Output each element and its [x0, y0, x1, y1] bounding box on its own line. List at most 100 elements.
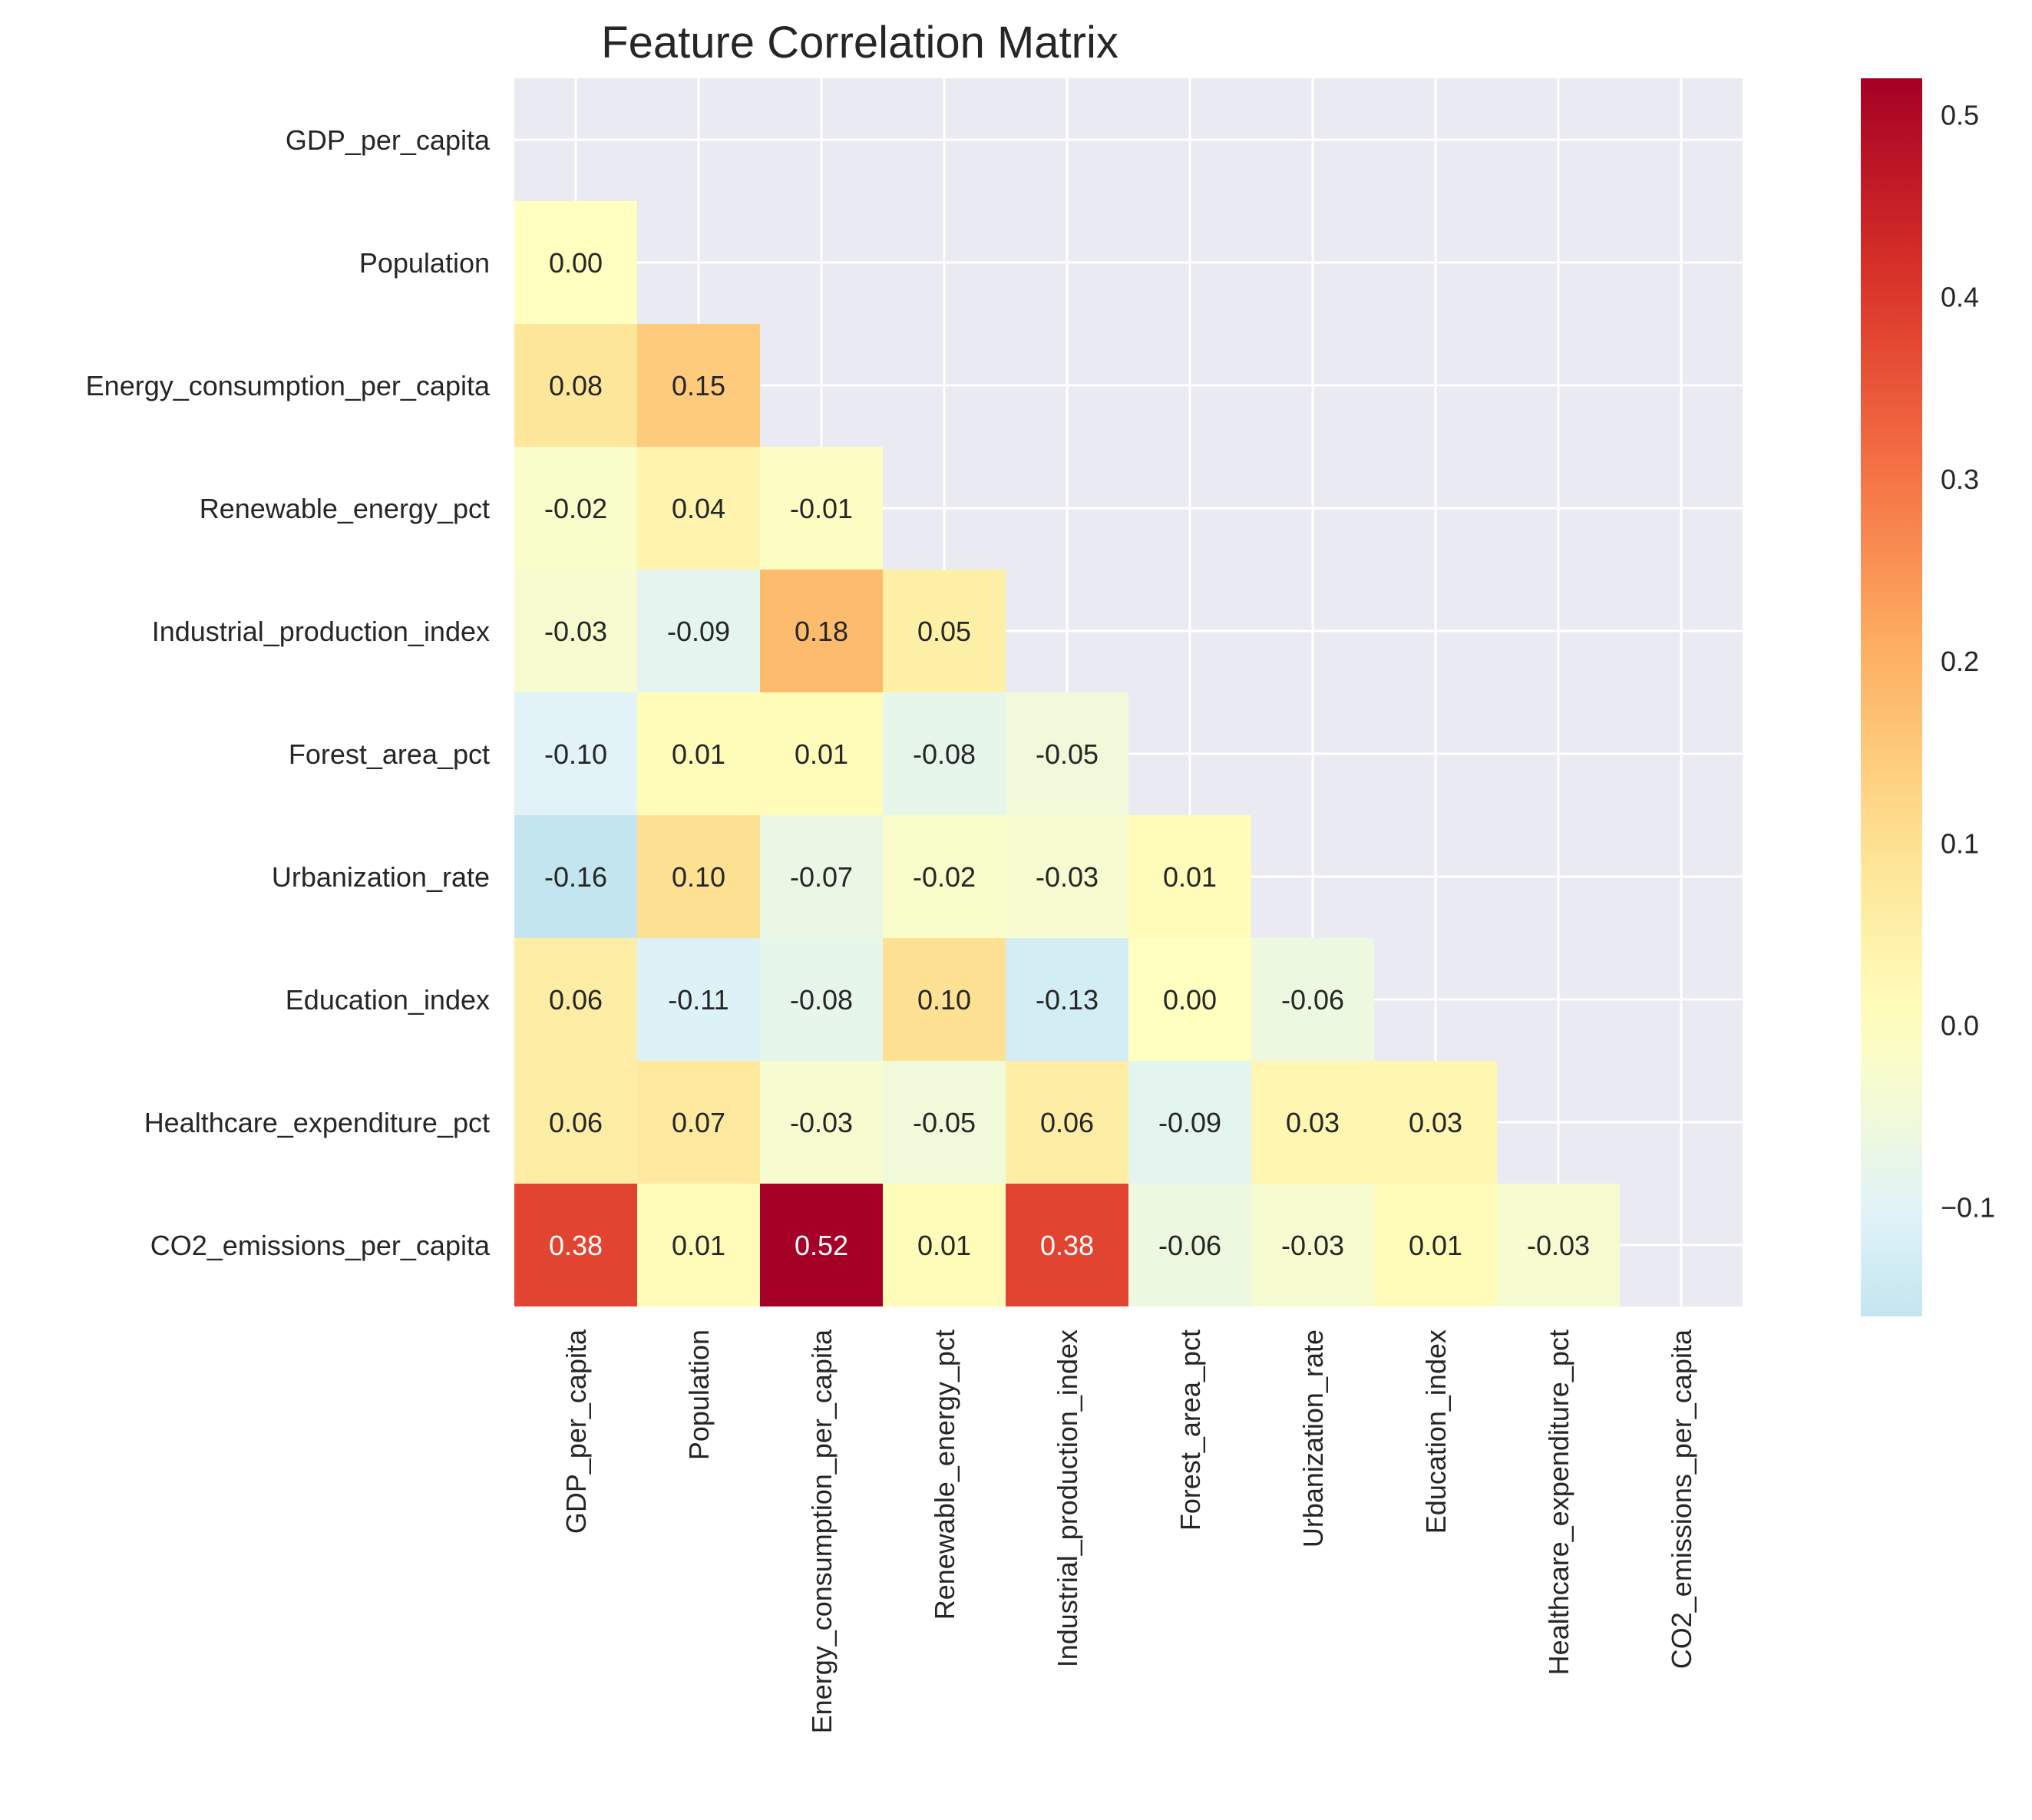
cell-value-label: -0.16 [544, 861, 607, 893]
heatmap-cell [760, 570, 883, 692]
heatmap-cell [883, 938, 1006, 1061]
heatmap-cell [760, 1061, 883, 1184]
x-tick-label: Education_index [1420, 1329, 1452, 1534]
x-tick-label: Population [683, 1329, 715, 1460]
heatmap-cell [1251, 1061, 1374, 1184]
heatmap-cell [1006, 938, 1128, 1061]
colorbar-tick-label: 0.3 [1941, 464, 1979, 495]
cell-value-label: -0.13 [1036, 984, 1099, 1016]
heatmap-cell [514, 938, 637, 1061]
colorbar [1861, 78, 1922, 1316]
heatmap-cell [1006, 1184, 1128, 1306]
heatmap-cell [637, 815, 760, 938]
y-tick-label: Energy_consumption_per_capita [86, 370, 491, 401]
cell-value-label: 0.01 [795, 738, 848, 770]
heatmap-cell [883, 1061, 1006, 1184]
y-tick-label: Forest_area_pct [289, 738, 490, 770]
y-tick-label: Healthcare_expenditure_pct [144, 1107, 490, 1138]
cell-value-label: -0.07 [790, 861, 853, 893]
y-tick-label: Population [359, 247, 490, 279]
y-tick-label: CO2_emissions_per_capita [150, 1230, 491, 1261]
cell-value-label: -0.02 [913, 861, 976, 893]
cell-value-label: 0.01 [672, 1230, 725, 1261]
heatmap-cell [760, 815, 883, 938]
cell-value-label: 0.01 [917, 1230, 971, 1261]
heatmap-cell [1251, 1184, 1374, 1306]
y-tick-label: Industrial_production_index [152, 616, 490, 647]
cell-value-label: 0.38 [549, 1230, 603, 1261]
cell-value-label: -0.06 [1281, 984, 1344, 1016]
heatmap-cell [637, 324, 760, 447]
heatmap-cell [637, 938, 760, 1061]
heatmap-cell [883, 692, 1006, 815]
colorbar-ticks: 0.5 0.4 0.3 0.2 0.1 0.0 −0.1 [1941, 99, 1995, 1223]
heatmap-cells: 0.00 0.08 0.15 -0.02 0.04 -0.01 -0.03 -0.09 0.18… [514, 201, 1620, 1306]
colorbar-tick-label: 0.5 [1941, 99, 1979, 130]
heatmap-cell [514, 324, 637, 447]
cell-value-label: 0.38 [1040, 1230, 1094, 1261]
heatmap-cell [637, 692, 760, 815]
cell-value-label: -0.08 [790, 984, 853, 1016]
heatmap-cell [637, 1184, 760, 1306]
cell-value-label: 0.00 [1163, 984, 1217, 1016]
cell-value-label: -0.05 [1036, 738, 1099, 770]
cell-value-label: -0.11 [668, 984, 729, 1016]
heatmap-cell [883, 570, 1006, 692]
heatmap-cell [1374, 1184, 1497, 1306]
heatmap-cell [883, 815, 1006, 938]
heatmap-cell [760, 1184, 883, 1306]
cell-value-label: 0.01 [1163, 861, 1217, 893]
cell-value-label: -0.02 [544, 493, 607, 524]
cell-value-label: -0.03 [1527, 1230, 1590, 1261]
cell-value-label: 0.03 [1409, 1107, 1462, 1138]
cell-value-label: 0.08 [549, 370, 603, 401]
x-tick-label: CO2_emissions_per_capita [1666, 1329, 1697, 1669]
cell-value-label: 0.05 [917, 616, 971, 647]
cell-value-label: -0.09 [667, 616, 730, 647]
cell-value-label: 0.18 [795, 616, 848, 647]
heatmap-cell [514, 447, 637, 570]
heatmap-cell [1374, 1061, 1497, 1184]
heatmap-cell [760, 447, 883, 570]
cell-value-label: -0.10 [544, 738, 607, 770]
heatmap-cell [1128, 1061, 1251, 1184]
cell-value-label: -0.03 [1036, 861, 1099, 893]
x-tick-label: Healthcare_expenditure_pct [1543, 1329, 1574, 1675]
heatmap-cell [1497, 1184, 1620, 1306]
cell-value-label: 0.03 [1286, 1107, 1340, 1138]
heatmap-cell [760, 938, 883, 1061]
heatmap-cell [514, 1184, 637, 1306]
cell-value-label: -0.09 [1158, 1107, 1221, 1138]
cell-value-label: -0.06 [1158, 1230, 1221, 1261]
heatmap-cell [637, 570, 760, 692]
heatmap-cell [514, 815, 637, 938]
colorbar-tick-label: −0.1 [1941, 1192, 1995, 1224]
cell-value-label: -0.01 [790, 493, 853, 524]
y-tick-label: GDP_per_capita [286, 124, 491, 156]
cell-value-label: 0.01 [1409, 1230, 1462, 1261]
x-tick-label: Urbanization_rate [1297, 1329, 1329, 1547]
x-tick-label: Forest_area_pct [1175, 1329, 1206, 1531]
heatmap-cell [883, 1184, 1006, 1306]
heatmap-cell [514, 201, 637, 324]
heatmap-cell [637, 447, 760, 570]
cell-value-label: 0.07 [672, 1107, 725, 1138]
y-tick-label: Education_index [286, 984, 490, 1016]
heatmap-cell [760, 692, 883, 815]
y-tick-label: Urbanization_rate [272, 861, 490, 893]
heatmap-cell [514, 1061, 637, 1184]
heatmap-cell [1006, 692, 1128, 815]
x-tick-label: Industrial_production_index [1052, 1329, 1083, 1667]
heatmap-cell [1128, 815, 1251, 938]
cell-value-label: -0.03 [790, 1107, 853, 1138]
cell-value-label: -0.03 [544, 616, 607, 647]
colorbar-tick-label: 0.1 [1941, 827, 1979, 859]
cell-value-label: 0.06 [1040, 1107, 1094, 1138]
x-tick-label: Renewable_energy_pct [929, 1329, 960, 1620]
colorbar-tick-label: 0.2 [1941, 646, 1979, 677]
colorbar-tick-label: 0.0 [1941, 1009, 1979, 1041]
x-tick-label: Energy_consumption_per_capita [806, 1329, 838, 1733]
cell-value-label: -0.05 [913, 1107, 976, 1138]
